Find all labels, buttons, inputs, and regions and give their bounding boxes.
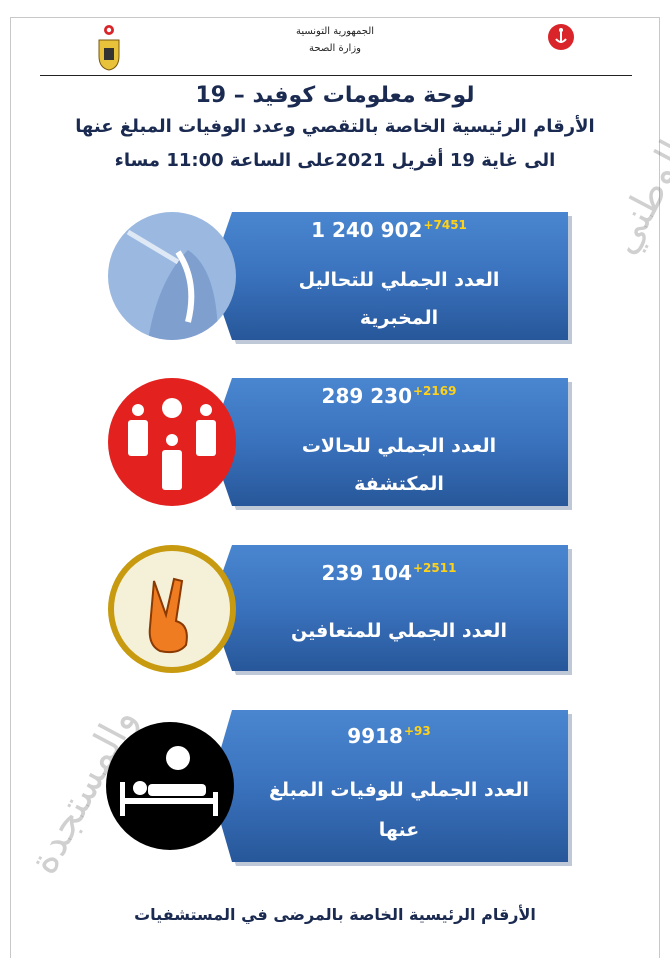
card-label: العدد الجملي للتحاليل	[298, 269, 500, 291]
page-subtitle: الأرقام الرئيسية الخاصة بالتقصي وعدد الو…	[75, 116, 595, 137]
people-virus-icon	[108, 378, 236, 506]
footer-heading: الأرقام الرئيسية الخاصة بالمرضى في المست…	[134, 905, 536, 924]
card-value: 239 104+2511	[321, 561, 457, 585]
nasal-swab-test-icon	[108, 212, 236, 340]
card-deaths: 9918+93 العدد الجملي للوفيات المبلغ عنها	[210, 710, 568, 862]
card-label: عنها	[378, 819, 420, 841]
card-delta: +7451	[423, 218, 467, 233]
card-recovered: 239 104+2511 العدد الجملي للمتعافين	[210, 545, 568, 671]
tunisia-emblem-icon	[98, 25, 120, 71]
card-delta: +2169	[413, 384, 457, 399]
page-title: لوحة معلومات كوفيد – 19	[195, 83, 475, 108]
ministry-logo-icon	[548, 24, 574, 50]
card-label: المكتشفة	[354, 473, 444, 495]
victory-hand-icon	[108, 545, 236, 673]
header-divider	[40, 75, 632, 76]
card-label: العدد الجملي للوفيات المبلغ	[268, 779, 530, 801]
page-frame	[10, 17, 660, 958]
country-name: الجمهورية التونسية	[295, 26, 375, 37]
card-label: العدد الجملي للمتعافين	[291, 620, 507, 642]
card-delta: +93	[403, 724, 431, 739]
date-line: الى غاية 19 أفريل 2021على الساعة 11:00 م…	[114, 150, 556, 171]
card-lab-tests: 1 240 902+7451 العدد الجملي للتحاليل الم…	[210, 212, 568, 340]
card-delta: +2511	[413, 561, 457, 576]
patient-bed-virus-icon	[106, 722, 234, 850]
card-label: المخبرية	[359, 307, 439, 329]
card-value: 289 230+2169	[321, 384, 457, 408]
card-detected-cases: 289 230+2169 العدد الجملي للحالات المكتش…	[210, 378, 568, 506]
card-value: 9918+93	[347, 724, 431, 748]
card-value: 1 240 902+7451	[311, 218, 467, 242]
ministry-name: وزارة الصحة	[309, 43, 361, 54]
card-label: العدد الجملي للحالات	[301, 435, 497, 457]
